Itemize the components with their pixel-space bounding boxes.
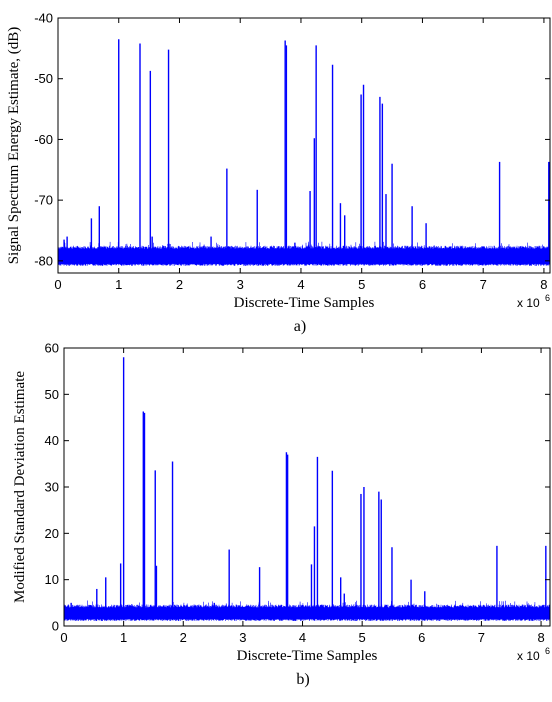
a-ytick-label: -40 — [34, 11, 53, 26]
b-xtick-label: 6 — [418, 630, 425, 645]
panel-a-xticks: 0 1 2 3 4 5 6 7 8 — [54, 18, 548, 292]
b-ytick-label: 50 — [45, 387, 59, 402]
panel-a-y-axis-label: Signal Spectrum Energy Estimate, (dB) — [6, 27, 22, 265]
b-xtick-label: 8 — [537, 630, 544, 645]
panel-a-axes-frame — [57, 17, 551, 274]
panel-a-caption: a) — [294, 318, 306, 335]
panel-a-series — [58, 39, 550, 266]
b-ytick-label: 0 — [52, 619, 59, 634]
panel-b-x-multiplier: x 10 — [517, 649, 540, 663]
panel-b-series — [64, 357, 550, 621]
a-xtick-label: 4 — [297, 277, 304, 292]
a-xtick-label: 8 — [540, 277, 547, 292]
b-xtick-label: 5 — [359, 630, 366, 645]
panel-a-x-multiplier-exponent: 6 — [545, 293, 550, 303]
b-xtick-label: 0 — [60, 630, 67, 645]
panel-b-axes-frame — [63, 347, 551, 627]
a-xtick-label: 3 — [237, 277, 244, 292]
b-xtick-label: 4 — [299, 630, 306, 645]
panel-b-y-axis-label: Modified Standard Deviation Estimate — [12, 371, 28, 603]
b-xtick-label: 2 — [180, 630, 187, 645]
panel-a-x-axis-label: Discrete-Time Samples — [234, 295, 375, 311]
panel-b-yticks: 0 10 20 30 40 50 60 — [45, 341, 550, 634]
a-xtick-label: 2 — [176, 277, 183, 292]
a-xtick-label: 5 — [358, 277, 365, 292]
b-ytick-label: 40 — [45, 433, 59, 448]
a-noise-band — [58, 241, 550, 266]
b-ytick-label: 20 — [45, 526, 59, 541]
panel-b-x-multiplier-exponent: 6 — [545, 646, 550, 656]
b-ytick-label: 30 — [45, 480, 59, 495]
b-noise-band — [64, 600, 550, 621]
b-xtick-label: 7 — [478, 630, 485, 645]
a-xtick-label: 1 — [115, 277, 122, 292]
panel-b-caption: b) — [296, 671, 309, 688]
panel-a: -80 -70 -60 -50 -40 0 1 2 3 4 5 6 7 8 Signal Spectru… — [6, 11, 551, 335]
a-xtick-label: 7 — [480, 277, 487, 292]
a-ytick-label: -80 — [34, 253, 53, 268]
panel-b: 0 10 20 30 40 50 60 0 1 2 3 4 5 6 7 8 Modified Standar… — [12, 341, 551, 688]
b-xtick-label: 1 — [120, 630, 127, 645]
a-ytick-label: -70 — [34, 193, 53, 208]
a-xtick-label: 0 — [54, 277, 61, 292]
b-ytick-label: 60 — [45, 341, 59, 356]
a-xtick-label: 6 — [419, 277, 426, 292]
panel-b-xticks: 0 1 2 3 4 5 6 7 8 — [60, 348, 545, 645]
b-ytick-label: 10 — [45, 572, 59, 587]
panel-a-x-multiplier: x 10 — [517, 296, 540, 310]
panel-a-yticks: -80 -70 -60 -50 -40 — [34, 11, 550, 268]
b-xtick-label: 3 — [239, 630, 246, 645]
a-ytick-label: -50 — [34, 71, 53, 86]
a-ytick-label: -60 — [34, 132, 53, 147]
panel-b-x-axis-label: Discrete-Time Samples — [237, 648, 378, 664]
